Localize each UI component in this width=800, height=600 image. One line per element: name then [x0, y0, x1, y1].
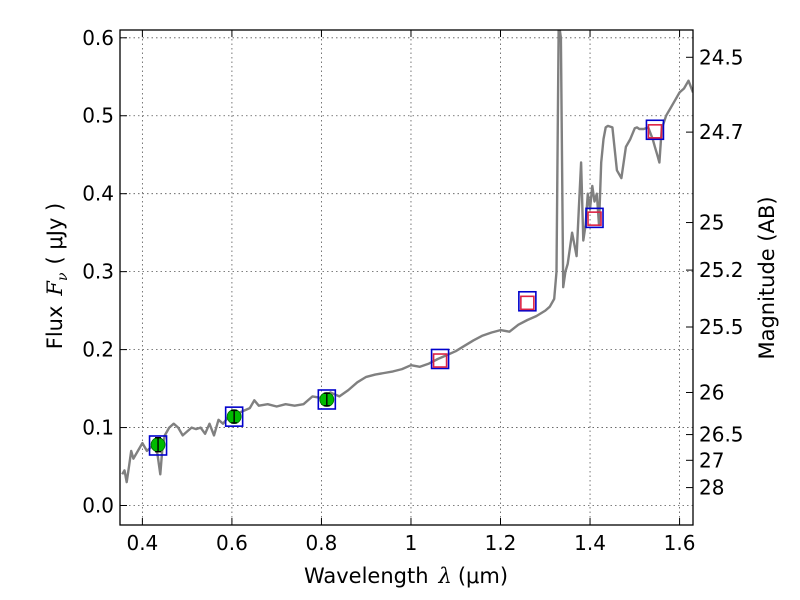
model-point: [645, 119, 665, 141]
right-tick-label: 24.5: [699, 45, 744, 69]
sed-line: [121, 30, 693, 484]
x-tick-label: 1.6: [664, 531, 696, 555]
right-tick-label: 28: [699, 476, 724, 500]
model-point: [317, 389, 337, 410]
y-axis-symbol: F: [43, 280, 67, 297]
x-axis-label-main: Wavelength: [304, 564, 429, 588]
nodata-point: [432, 353, 448, 368]
right-tick-label: 25.5: [699, 315, 744, 339]
right-tick-label: 24.7: [699, 120, 744, 144]
series-layer: [121, 30, 693, 484]
model-point: [224, 406, 244, 427]
x-axis-symbol: λ: [438, 564, 452, 588]
right-axis-label: Magnitude (AB): [755, 196, 779, 359]
y-axis-label: Flux Fν ( μJy ): [43, 203, 71, 349]
markers-layer: [148, 119, 665, 456]
nodata-point: [520, 295, 535, 311]
x-tick-label: 0.4: [126, 531, 158, 555]
plot-frame: [119, 29, 694, 526]
y-tick-label: 0.2: [82, 338, 114, 362]
y-tick-label: 0.6: [82, 26, 114, 50]
right-tick-label: 26: [699, 380, 724, 404]
right-tick-label: 26.5: [699, 423, 744, 447]
y-tick-label: 0.1: [82, 416, 114, 440]
ticks: 0.4 0.6 0.8 1 1.2 1.4 1.6 0.0 0.1 0.2 0.3 0.4 0.5 0.6…: [82, 26, 743, 555]
x-axis-label: Wavelength λ (μm): [304, 564, 508, 588]
right-tick-label: 27: [699, 448, 724, 472]
model-point: [585, 207, 604, 229]
y-tick-label: 0.5: [82, 104, 114, 128]
x-tick-label: 0.8: [306, 531, 338, 555]
x-tick-label: 1.4: [574, 531, 606, 555]
right-tick-label: 25.2: [699, 258, 744, 282]
x-tick-label: 0.6: [216, 531, 248, 555]
y-tick-label: 0.0: [82, 494, 114, 518]
right-tick-label: 25: [699, 211, 724, 235]
nodata-point: [587, 211, 602, 226]
x-tick-label: 1.2: [485, 531, 517, 555]
model-point: [430, 348, 450, 370]
model-point: [148, 435, 168, 456]
y-axis-unit: ( μJy ): [43, 203, 67, 265]
grid: [120, 30, 693, 525]
y-tick-label: 0.3: [82, 260, 114, 284]
y-axis-label-main: Flux: [43, 306, 67, 350]
x-axis-unit: (μm): [458, 564, 508, 588]
y-axis-subscript: ν: [55, 272, 71, 281]
model-point: [518, 290, 537, 312]
y-tick-label: 0.4: [82, 182, 114, 206]
x-tick-label: 1: [405, 531, 418, 555]
nodata-point: [647, 124, 663, 139]
